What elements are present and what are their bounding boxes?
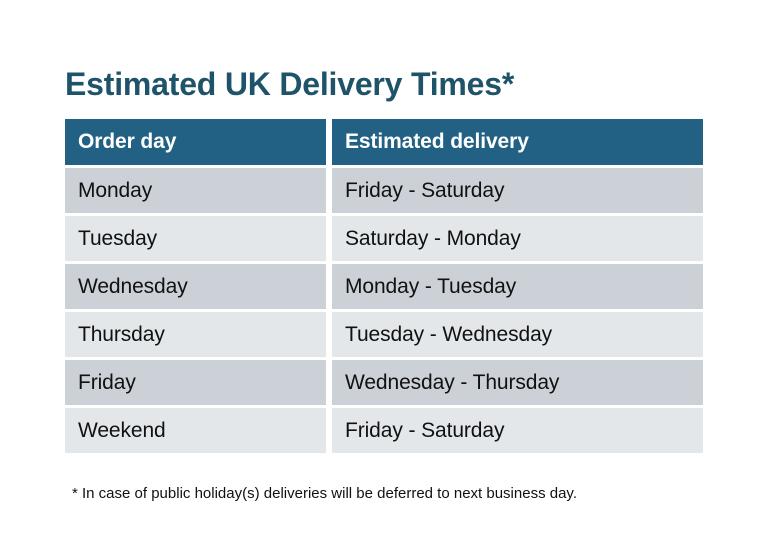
page-title: Estimated UK Delivery Times*	[65, 66, 515, 103]
table-row: Weekend Friday - Saturday	[65, 408, 703, 453]
cell-estimated-delivery: Wednesday - Thursday	[332, 360, 703, 405]
cell-estimated-delivery: Tuesday - Wednesday	[332, 312, 703, 357]
table-row: Friday Wednesday - Thursday	[65, 360, 703, 405]
cell-order-day: Wednesday	[65, 264, 326, 309]
table-row: Monday Friday - Saturday	[65, 168, 703, 213]
cell-order-day: Friday	[65, 360, 326, 405]
cell-estimated-delivery: Monday - Tuesday	[332, 264, 703, 309]
cell-estimated-delivery: Friday - Saturday	[332, 408, 703, 453]
cell-order-day: Tuesday	[65, 216, 326, 261]
delivery-times-table: Order day Estimated delivery Monday Frid…	[65, 119, 703, 456]
column-header-estimated-delivery: Estimated delivery	[332, 119, 703, 165]
cell-estimated-delivery: Saturday - Monday	[332, 216, 703, 261]
cell-order-day: Weekend	[65, 408, 326, 453]
footnote: * In case of public holiday(s) deliverie…	[72, 485, 577, 502]
cell-order-day: Monday	[65, 168, 326, 213]
table-row: Wednesday Monday - Tuesday	[65, 264, 703, 309]
table-header-row: Order day Estimated delivery	[65, 119, 703, 165]
table-row: Tuesday Saturday - Monday	[65, 216, 703, 261]
cell-estimated-delivery: Friday - Saturday	[332, 168, 703, 213]
column-header-order-day: Order day	[65, 119, 326, 165]
table-row: Thursday Tuesday - Wednesday	[65, 312, 703, 357]
cell-order-day: Thursday	[65, 312, 326, 357]
